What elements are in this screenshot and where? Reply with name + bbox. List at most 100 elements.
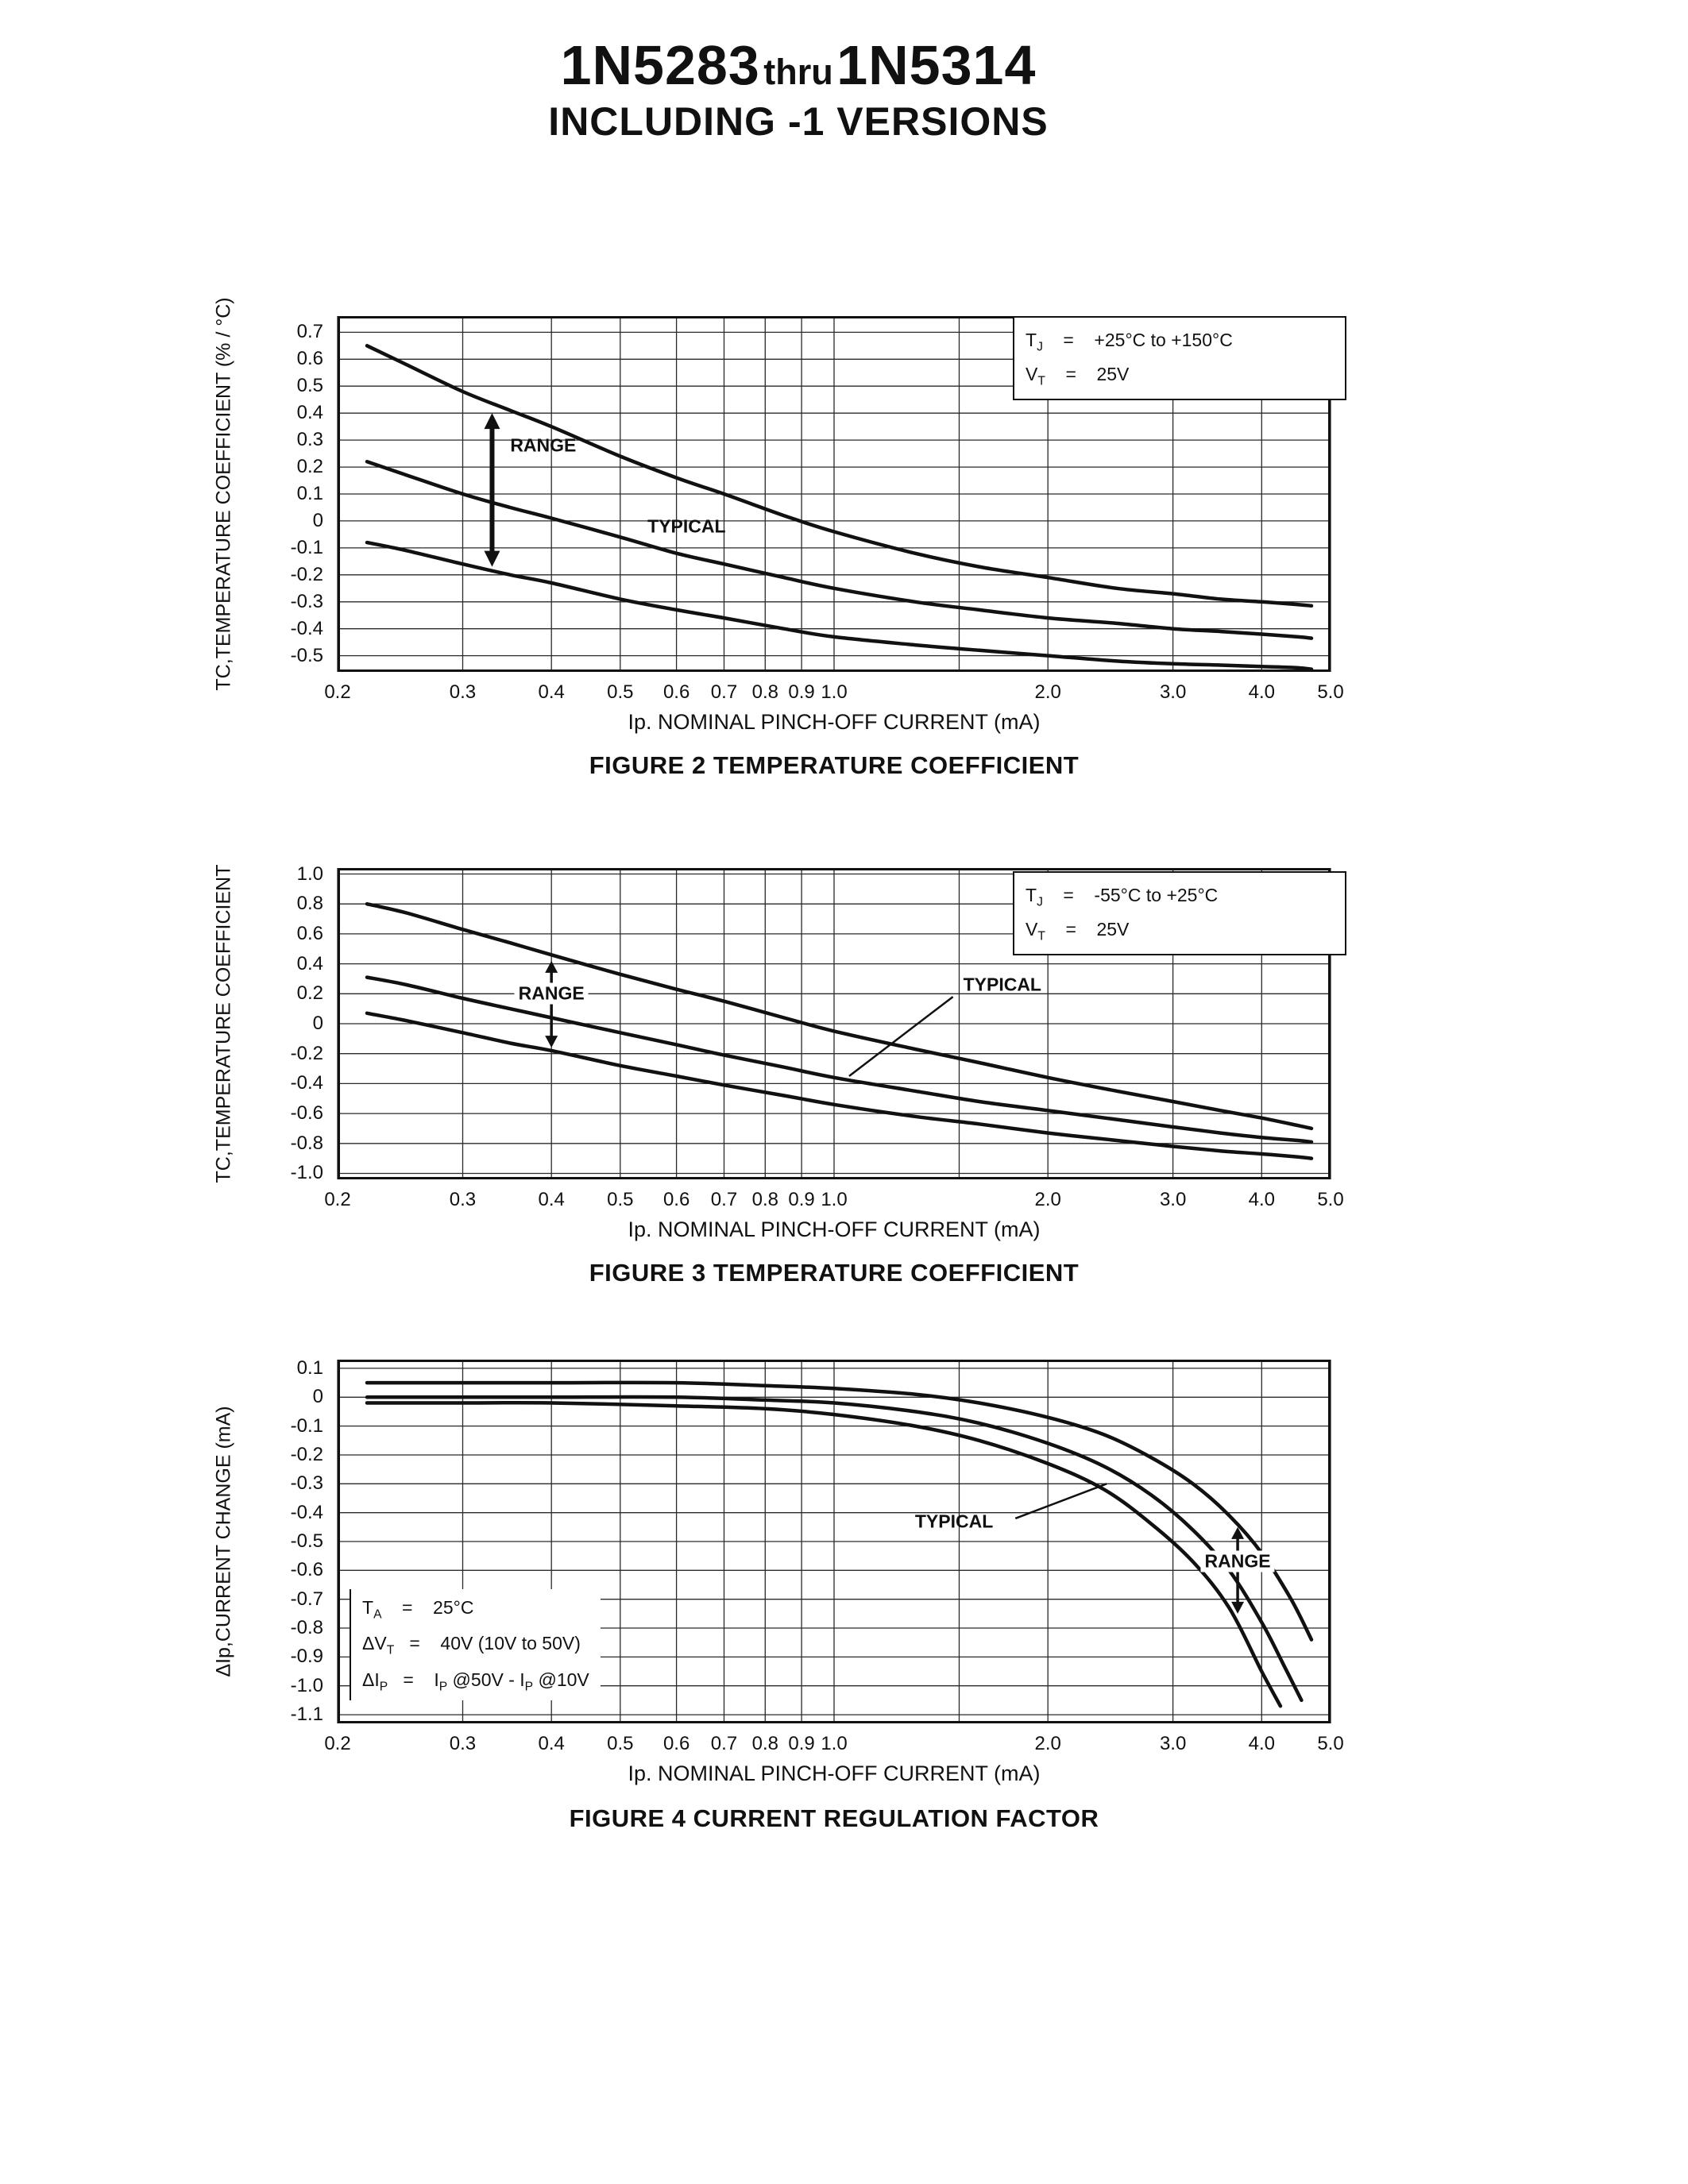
typical-curve <box>365 460 1314 640</box>
x-tick-label: 2.0 <box>1034 681 1061 703</box>
condition-line: VT = 25V <box>1026 363 1130 388</box>
x-tick-label: 0.8 <box>751 1733 779 1754</box>
x-tick-label: 0.7 <box>710 1189 738 1210</box>
y-tick-label: 0.4 <box>296 402 323 424</box>
range-label: RANGE <box>1200 1550 1275 1572</box>
y-tick-label: 0.2 <box>296 982 323 1005</box>
condition-line: VT = 25V <box>1026 918 1130 943</box>
y-tick-label: -0.2 <box>290 1443 323 1465</box>
x-tick-label: 3.0 <box>1159 1733 1187 1754</box>
y-axis-title: ΔIp,CURRENT CHANGE (mA) <box>212 1406 235 1677</box>
y-tick-label: -0.1 <box>290 1414 323 1437</box>
y-tick-label: 0.6 <box>296 922 323 944</box>
x-tick-label: 0.3 <box>449 1189 477 1210</box>
x-tick-label: 0.2 <box>324 1733 351 1754</box>
y-tick-label: 0 <box>312 1386 323 1408</box>
plot-area: TYPICAL RANGE TA = 25°C ΔVT = 40V (10V to 5… <box>337 1360 1331 1723</box>
x-tick-label: 5.0 <box>1317 681 1344 703</box>
range-upper-curve <box>365 1380 1314 1642</box>
x-tick-label: 3.0 <box>1159 1189 1187 1210</box>
y-tick-label: -0.4 <box>290 1072 323 1094</box>
range-label: RANGE <box>514 982 589 1005</box>
x-tick-label: 0.5 <box>607 1189 634 1210</box>
x-tick-label: 0.5 <box>607 1733 634 1754</box>
x-tick-label: 4.0 <box>1248 1189 1276 1210</box>
condition-line: ΔIP = IP @50V - IP @10V <box>362 1669 589 1694</box>
x-tick-label: 1.0 <box>821 1733 848 1754</box>
x-tick-label: 1.0 <box>821 1189 848 1210</box>
y-tick-label: -0.5 <box>290 644 323 666</box>
condition-line: TJ = +25°C to +150°C <box>1026 330 1233 354</box>
typical-label: TYPICAL <box>914 1511 994 1532</box>
x-axis-title: Ip. NOMINAL PINCH-OFF CURRENT (mA) <box>628 710 1041 734</box>
x-tick-label: 0.9 <box>788 1189 815 1210</box>
y-tick-label: -1.1 <box>290 1704 323 1726</box>
x-tick-label: 0.4 <box>538 1189 565 1210</box>
figure-caption: FIGURE 4 CURRENT REGULATION FACTOR <box>569 1804 1099 1832</box>
y-tick-label: -0.4 <box>290 617 323 639</box>
x-tick-label: 0.8 <box>751 681 779 703</box>
x-tick-label: 0.5 <box>607 681 634 703</box>
y-tick-label: -0.9 <box>290 1646 323 1668</box>
x-tick-label: 0.9 <box>788 681 815 703</box>
y-tick-label: -0.2 <box>290 1042 323 1064</box>
y-tick-label: 0.1 <box>296 483 323 504</box>
y-tick-label: 0 <box>312 1013 323 1034</box>
y-axis-title: TC,TEMPERATURE COEFFICIENT (% / °C) <box>212 297 235 691</box>
y-tick-label: 0.2 <box>296 456 323 478</box>
x-tick-label: 0.4 <box>538 681 565 703</box>
y-tick-label: -0.7 <box>290 1588 323 1610</box>
x-tick-label: 0.2 <box>324 1189 351 1210</box>
x-tick-label: 0.2 <box>324 681 351 703</box>
plot-svg <box>337 868 1331 1179</box>
x-tick-label: 1.0 <box>821 681 848 703</box>
y-tick-label: 1.0 <box>296 862 323 885</box>
y-tick-label: 0.6 <box>296 348 323 370</box>
typical-curve <box>365 975 1314 1144</box>
y-tick-label: -0.6 <box>290 1559 323 1581</box>
y-tick-label: 0.5 <box>296 375 323 397</box>
plot-area: RANGE TYPICAL TJ = -55°C to +25°C VT = 25V <box>337 868 1346 1179</box>
x-tick-label: 0.9 <box>788 1733 815 1754</box>
y-axis-title: TC,TEMPERATURE COEFFICIENT <box>212 864 235 1183</box>
range-lower-curve <box>365 1400 1283 1708</box>
condition-line: ΔVT = 40V (10V to 50V) <box>362 1633 581 1657</box>
x-tick-label: 0.6 <box>662 1189 690 1210</box>
y-tick-label: -0.8 <box>290 1132 323 1154</box>
typical-label: TYPICAL <box>647 515 726 537</box>
title-thru: thru <box>763 52 833 92</box>
figure-caption: FIGURE 3 TEMPERATURE COEFFICIENT <box>589 1259 1080 1287</box>
range-lower-curve <box>365 540 1314 671</box>
y-tick-label: -0.3 <box>290 590 323 612</box>
y-tick-label: -1.0 <box>290 1674 323 1696</box>
y-tick-label: -0.8 <box>290 1617 323 1639</box>
x-tick-label: 3.0 <box>1159 681 1187 703</box>
y-tick-label: -0.3 <box>290 1472 323 1495</box>
y-tick-label: -0.6 <box>290 1102 323 1125</box>
x-tick-label: 0.7 <box>710 681 738 703</box>
range-lower-curve <box>365 1011 1314 1160</box>
title-part-number-end: 1N5314 <box>836 34 1037 96</box>
range-label: RANGE <box>510 434 577 456</box>
test-conditions: TJ = -55°C to +25°C VT = 25V <box>1013 870 1346 955</box>
x-tick-label: 0.7 <box>710 1733 738 1754</box>
plot-svg <box>337 1360 1331 1723</box>
test-conditions: TA = 25°C ΔVT = 40V (10V to 50V) ΔIP = IP … <box>350 1588 601 1701</box>
doc-subtitle: INCLUDING -1 VERSIONS <box>548 99 1049 144</box>
x-tick-label: 5.0 <box>1317 1733 1344 1754</box>
x-tick-label: 0.3 <box>449 1733 477 1754</box>
x-axis-title: Ip. NOMINAL PINCH-OFF CURRENT (mA) <box>628 1761 1041 1785</box>
condition-line: TA = 25°C <box>362 1596 474 1622</box>
x-tick-label: 0.6 <box>662 681 690 703</box>
y-tick-label: 0.7 <box>296 321 323 343</box>
x-tick-label: 4.0 <box>1248 681 1276 703</box>
y-tick-label: -0.1 <box>290 536 323 558</box>
x-axis-title: Ip. NOMINAL PINCH-OFF CURRENT (mA) <box>628 1217 1041 1241</box>
y-tick-label: -0.5 <box>290 1530 323 1552</box>
plot-area: RANGE TYPICAL TJ = +25°C to +150°C VT = 25V <box>337 316 1346 672</box>
figure-caption: FIGURE 2 TEMPERATURE COEFFICIENT <box>589 751 1080 779</box>
test-conditions: TJ = +25°C to +150°C VT = 25V <box>1013 316 1346 400</box>
x-tick-label: 2.0 <box>1034 1733 1061 1754</box>
y-tick-label: -0.2 <box>290 563 323 585</box>
